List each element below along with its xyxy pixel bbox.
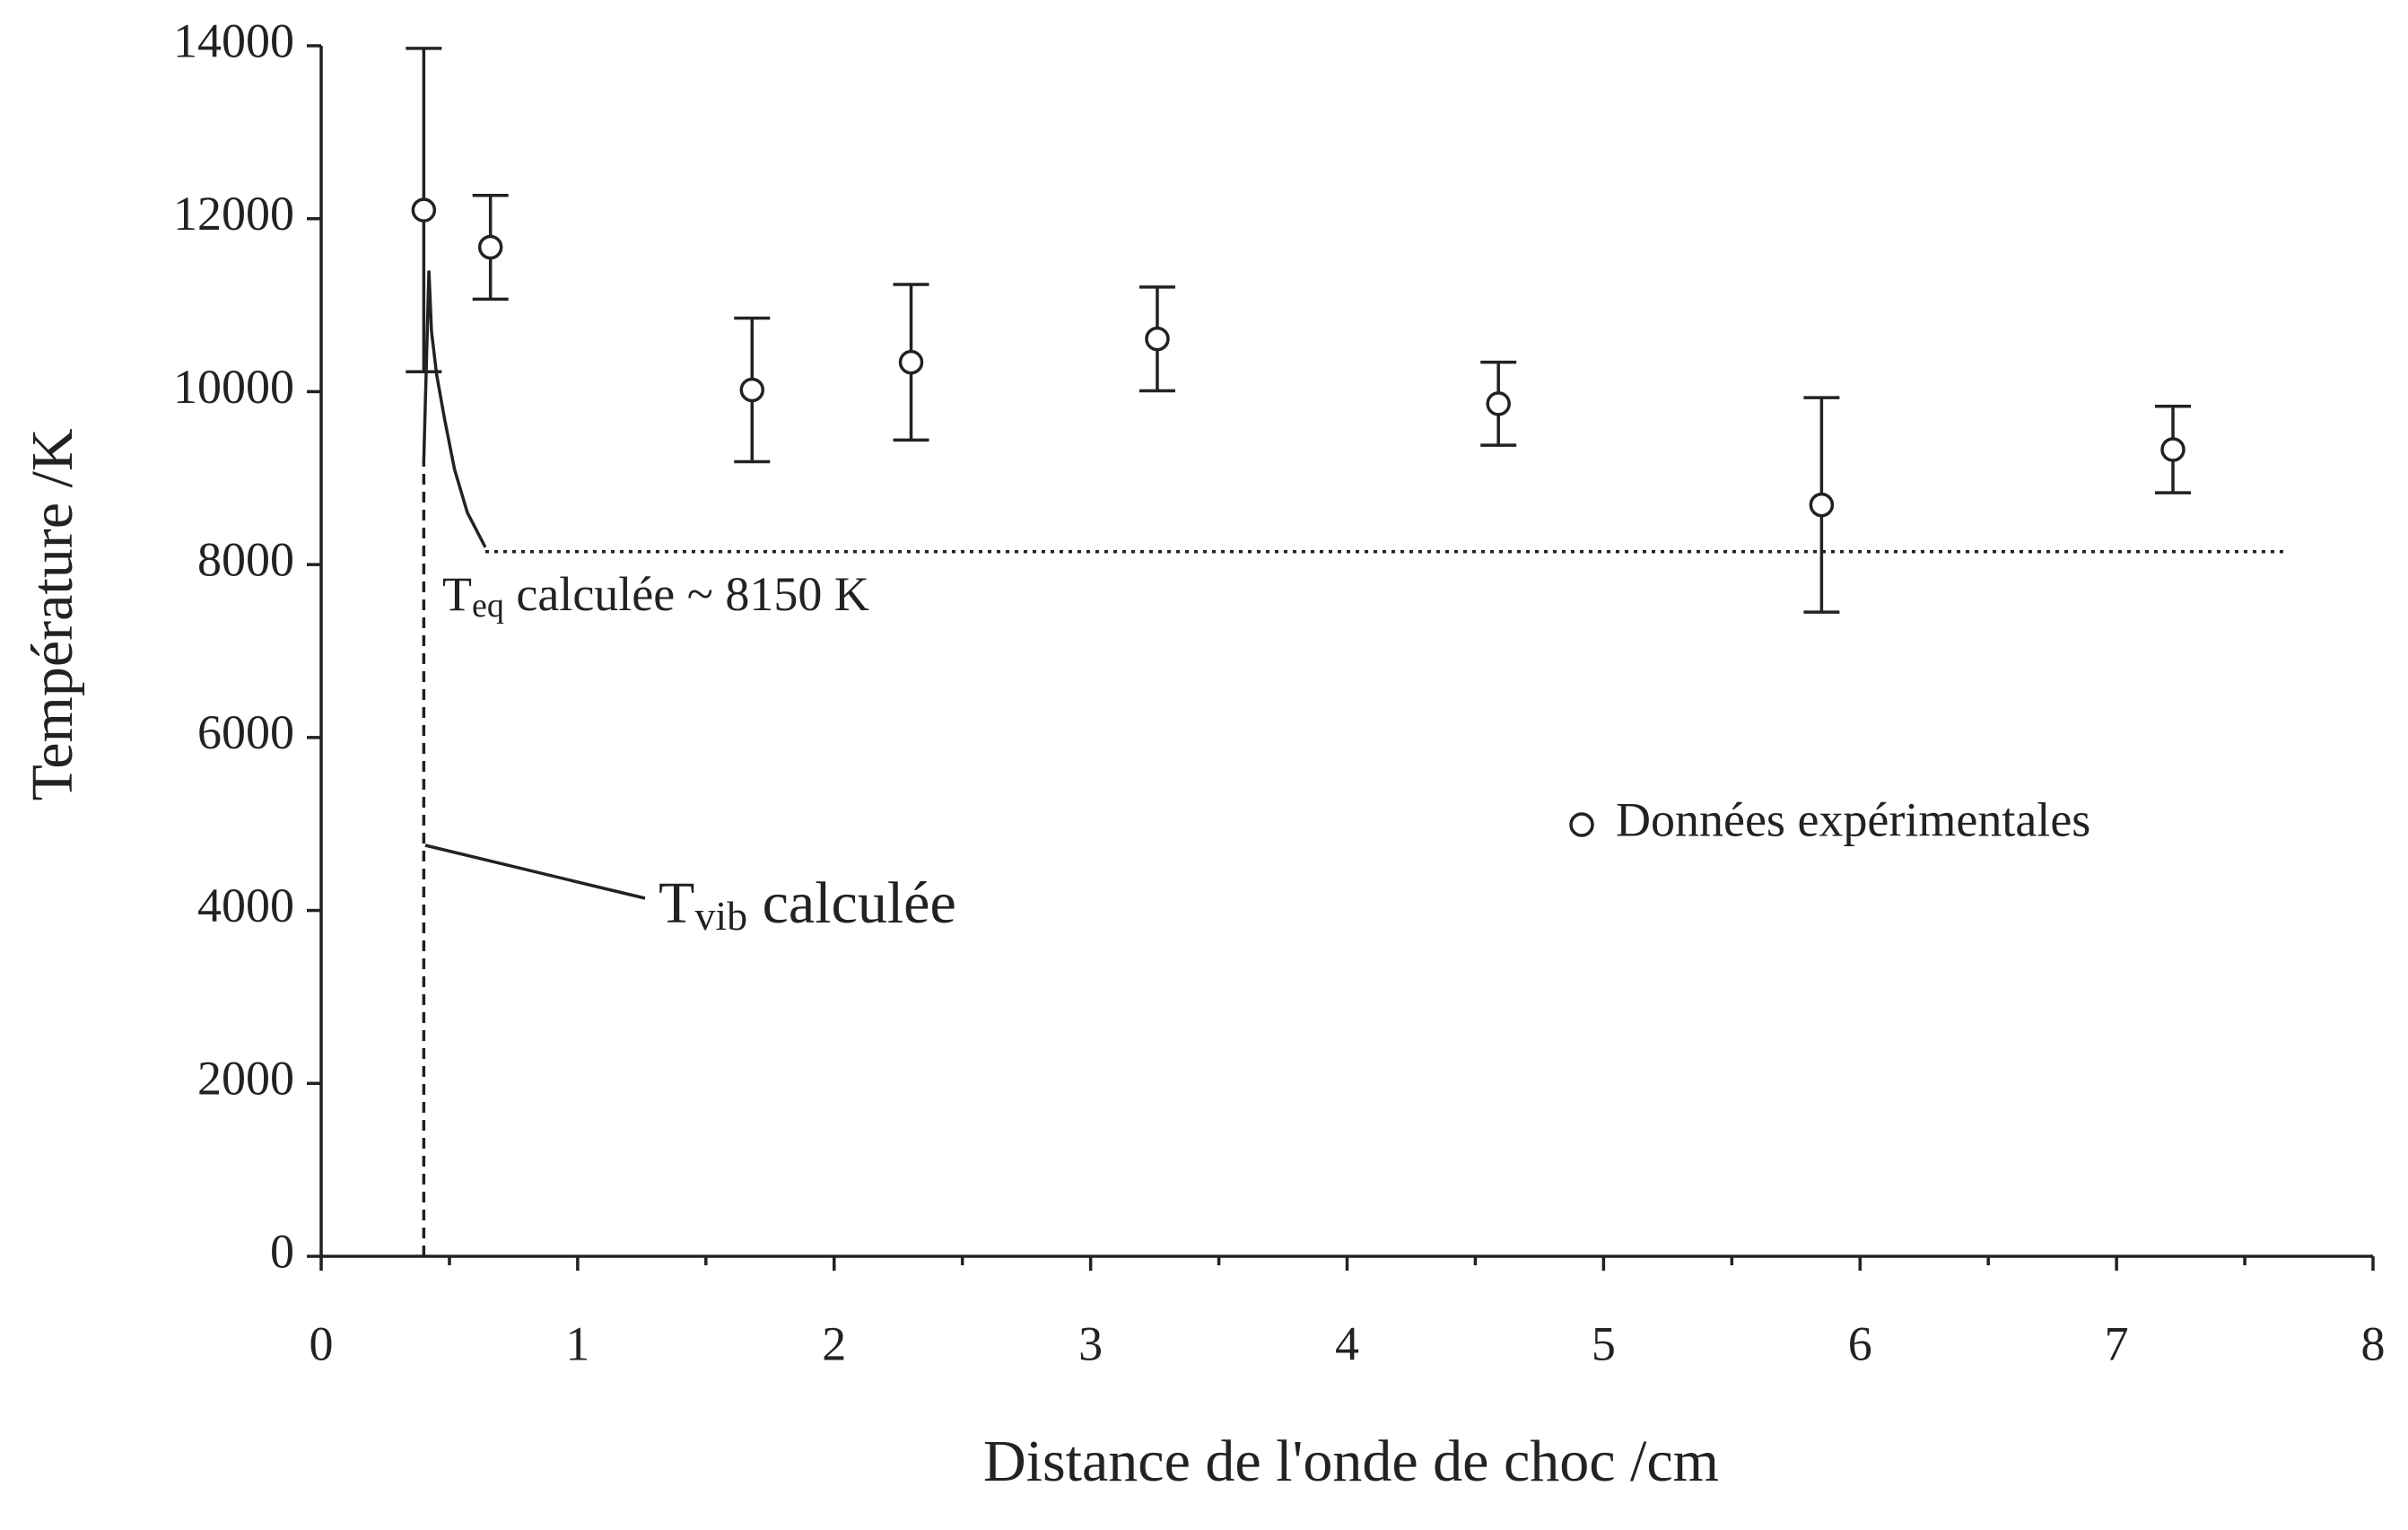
x-tick-label: 3 <box>1078 1316 1103 1370</box>
x-tick-label: 6 <box>1848 1316 1872 1370</box>
x-tick-label: 1 <box>565 1316 589 1370</box>
annotation: Tvib calculée <box>659 870 956 938</box>
data-point <box>2160 437 2186 462</box>
curve <box>422 270 487 548</box>
y-tick-label: 2000 <box>197 1052 294 1106</box>
y-tick-label: 0 <box>270 1224 294 1278</box>
legend-marker <box>1569 812 1594 837</box>
legend-label: Données expérimentales <box>1616 792 2090 846</box>
x-tick-label: 2 <box>822 1316 846 1370</box>
x-tick-label: 7 <box>2105 1316 2129 1370</box>
annotation-text: calculée ~ 8150 K <box>504 567 869 621</box>
annotation: Teq calculée ~ 8150 K <box>442 567 869 624</box>
y-tick-label: 10000 <box>173 360 294 414</box>
y-axis-title: Température /K <box>20 428 85 800</box>
annotation-sub: vib <box>694 893 747 939</box>
annotation-pointer <box>424 844 646 900</box>
data-point <box>1809 492 1835 518</box>
annotation-text: T <box>442 567 472 621</box>
x-tick-label: 0 <box>310 1316 334 1370</box>
y-tick-label: 12000 <box>173 187 294 240</box>
x-axis-title: Distance de l'onde de choc /cm <box>983 1429 1719 1494</box>
y-tick-label: 4000 <box>197 879 294 932</box>
y-tick-label: 14000 <box>173 13 294 67</box>
y-tick-label: 6000 <box>197 705 294 759</box>
data-point <box>477 234 503 260</box>
data-point <box>1486 391 1511 416</box>
data-point <box>1145 326 1170 352</box>
data-point <box>411 197 437 223</box>
data-point <box>898 349 924 375</box>
annotation-text: calculée <box>747 870 956 936</box>
data-point <box>739 377 765 403</box>
x-tick-label: 8 <box>2361 1316 2386 1370</box>
annotation-text: T <box>659 870 694 936</box>
annotation-sub: eq <box>472 587 504 625</box>
x-tick-label: 4 <box>1335 1316 1359 1370</box>
x-tick-label: 5 <box>1592 1316 1616 1370</box>
y-tick-label: 8000 <box>197 533 294 587</box>
